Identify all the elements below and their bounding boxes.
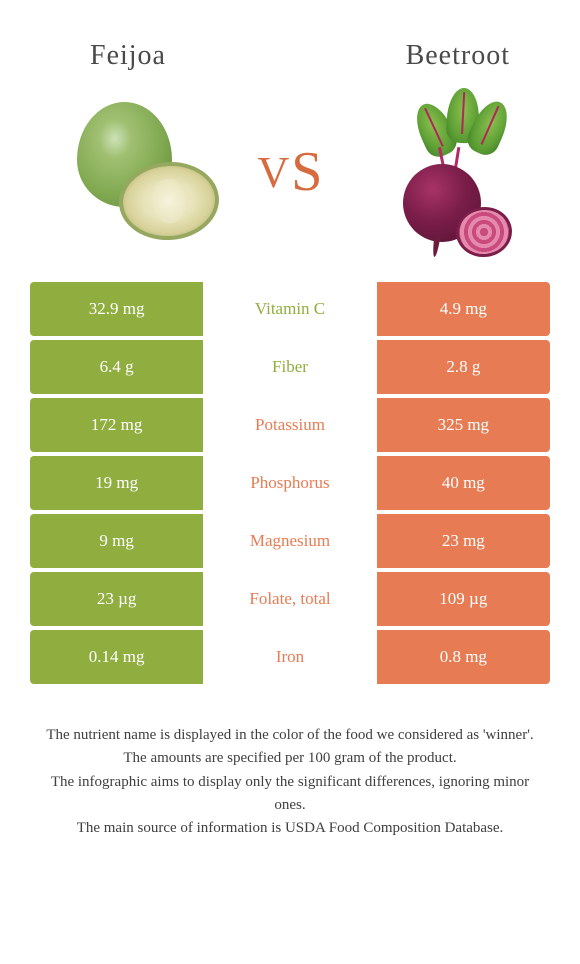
header: Feijoa Beetroot bbox=[0, 0, 580, 72]
right-food-title: Beetroot bbox=[300, 40, 530, 72]
right-value: 40 mg bbox=[377, 456, 550, 510]
left-value: 6.4 g bbox=[30, 340, 203, 394]
nutrient-row: 9 mgMagnesium23 mg bbox=[30, 514, 550, 568]
nutrient-row: 23 µgFolate, total109 µg bbox=[30, 572, 550, 626]
nutrient-name: Magnesium bbox=[203, 514, 376, 568]
right-value: 23 mg bbox=[377, 514, 550, 568]
nutrient-row: 0.14 mgIron0.8 mg bbox=[30, 630, 550, 684]
beetroot-illustration bbox=[361, 92, 521, 252]
nutrient-name: Folate, total bbox=[203, 572, 376, 626]
vs-s: S bbox=[291, 152, 322, 192]
vs-label: VS bbox=[258, 147, 323, 198]
nutrient-row: 19 mgPhosphorus40 mg bbox=[30, 456, 550, 510]
footer-line: The nutrient name is displayed in the co… bbox=[40, 724, 540, 747]
nutrient-row: 172 mgPotassium325 mg bbox=[30, 398, 550, 452]
left-food-title: Feijoa bbox=[50, 40, 300, 72]
left-value: 0.14 mg bbox=[30, 630, 203, 684]
right-value: 0.8 mg bbox=[377, 630, 550, 684]
nutrient-row: 32.9 mgVitamin C4.9 mg bbox=[30, 282, 550, 336]
vs-v: V bbox=[258, 147, 290, 198]
left-value: 32.9 mg bbox=[30, 282, 203, 336]
nutrient-name: Phosphorus bbox=[203, 456, 376, 510]
nutrient-name: Fiber bbox=[203, 340, 376, 394]
right-value: 4.9 mg bbox=[377, 282, 550, 336]
left-value: 9 mg bbox=[30, 514, 203, 568]
nutrient-table: 32.9 mgVitamin C4.9 mg6.4 gFiber2.8 g172… bbox=[0, 282, 580, 684]
right-value: 109 µg bbox=[377, 572, 550, 626]
footer-line: The main source of information is USDA F… bbox=[40, 817, 540, 840]
footer-line: The amounts are specified per 100 gram o… bbox=[40, 747, 540, 770]
footer-notes: The nutrient name is displayed in the co… bbox=[0, 688, 580, 840]
nutrient-name: Vitamin C bbox=[203, 282, 376, 336]
image-row: VS bbox=[0, 72, 580, 282]
nutrient-row: 6.4 gFiber2.8 g bbox=[30, 340, 550, 394]
right-value: 2.8 g bbox=[377, 340, 550, 394]
left-value: 23 µg bbox=[30, 572, 203, 626]
feijoa-illustration bbox=[59, 92, 219, 252]
left-value: 19 mg bbox=[30, 456, 203, 510]
right-value: 325 mg bbox=[377, 398, 550, 452]
nutrient-name: Iron bbox=[203, 630, 376, 684]
footer-line: The infographic aims to display only the… bbox=[40, 771, 540, 818]
nutrient-name: Potassium bbox=[203, 398, 376, 452]
left-value: 172 mg bbox=[30, 398, 203, 452]
